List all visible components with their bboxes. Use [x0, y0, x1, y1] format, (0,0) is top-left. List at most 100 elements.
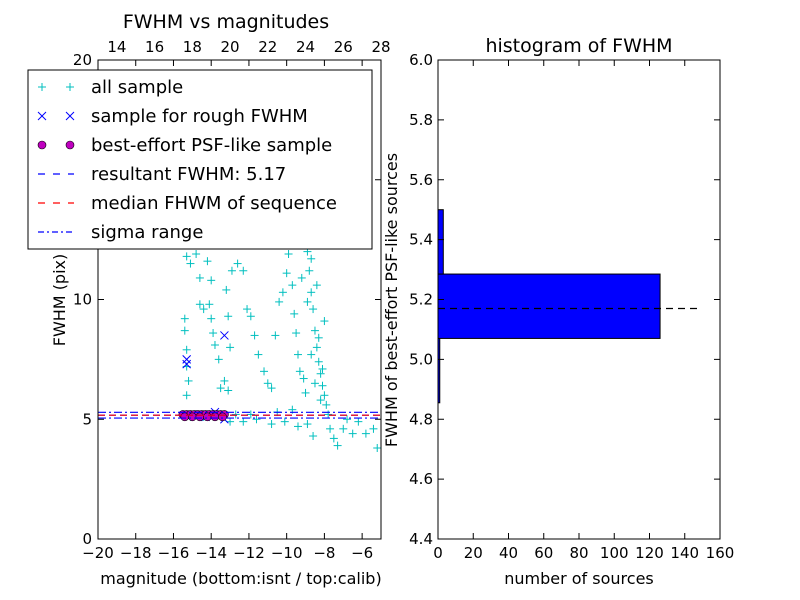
hist-x-tick-label-4: 80 [569, 544, 588, 562]
legend-entry-3-label: resultant FWHM: 5.17 [91, 164, 286, 185]
top-x-tick-label-3: 20 [221, 38, 240, 56]
series-0-point-33 [260, 367, 269, 376]
series-0-point-103 [312, 281, 321, 290]
hist-x-tick-label-0: 0 [433, 544, 443, 562]
series-0-point-21 [220, 376, 229, 385]
top-x-tick-label-1: 16 [145, 38, 164, 56]
series-0-point-79 [361, 429, 370, 438]
series-0-point-50 [307, 288, 316, 297]
legend-entry-1-label: sample for rough FWHM [91, 106, 308, 127]
series-0-point-10 [195, 273, 204, 282]
series-0-point-53 [312, 343, 321, 352]
hist-x-tick-label-2: 40 [499, 544, 518, 562]
series-2-point-14 [195, 412, 205, 422]
legend-entry-1-marker-b-b [65, 111, 75, 121]
hist-x-tick-label-3: 60 [534, 544, 553, 562]
series-0-point-42 [290, 309, 299, 318]
scatter-x-axis-label: magnitude (bottom:isnt / top:calib) [100, 569, 381, 588]
series-0-point-85 [280, 417, 289, 426]
top-x-tick-label-5: 24 [296, 38, 315, 56]
x-tick-label-2: −16 [158, 544, 190, 562]
series-0-point-47 [301, 388, 310, 397]
histogram-marks [437, 209, 698, 404]
series-0-point-29 [243, 305, 252, 314]
series-0-point-86 [267, 420, 276, 429]
series-0-point-15 [199, 305, 208, 314]
series-2-point-16 [210, 412, 220, 422]
series-0-point-82 [309, 432, 318, 441]
x-tick-label-6: −8 [313, 544, 335, 562]
series-0-point-100 [314, 333, 323, 342]
series-0-point-11 [203, 257, 212, 266]
hist-y-tick-label-7: 5.8 [409, 111, 433, 129]
histogram-bar-1 [437, 273, 661, 339]
series-0-point-81 [373, 443, 381, 452]
series-0-point-57 [320, 391, 329, 400]
series-0-point-6 [182, 252, 191, 261]
histogram-bar-2 [437, 209, 444, 275]
series-0-point-40 [284, 249, 293, 258]
scatter-chart: FWHM vs magnitudes −20 −18 −16 −14 −12 −10 −8−… [27, 11, 391, 588]
series-0-point-12 [207, 276, 216, 285]
hist-x-tick-label-8: 160 [706, 544, 735, 562]
series-0-point-32 [254, 350, 263, 359]
series-0-point-23 [226, 343, 235, 352]
series-0-point-28 [239, 266, 248, 275]
hist-y-tick-label-2: 4.8 [409, 410, 433, 428]
series-0-point-54 [314, 357, 323, 366]
histogram-y-axis-label: FWHM of best-effort PSF-like sources [382, 153, 401, 447]
series-0-point-25 [222, 285, 231, 294]
legend-entry-2-marker-a [37, 140, 47, 150]
series-0-point-24 [224, 312, 233, 321]
legend-entry-1-marker-a [37, 111, 47, 121]
series-0-point-51 [309, 305, 318, 314]
legend-entries: all sample sample for rough FWHM best-effo… [37, 77, 337, 243]
histogram-x-axis-label: number of sources [504, 569, 654, 588]
series-0-point-45 [295, 367, 304, 376]
series-0-point-44 [293, 350, 302, 359]
series-0-point-77 [348, 429, 357, 438]
x-tick-label-4: −12 [233, 544, 265, 562]
legend-entry-2-label: best-effort PSF-like sample [91, 135, 332, 156]
series-0-point-31 [250, 331, 259, 340]
histogram-x-ticks: 0 20 40 60 80 100 120 140 160 [433, 60, 734, 562]
series-0-point-74 [333, 441, 342, 450]
series-0-point-9 [192, 249, 201, 258]
series-0-point-27 [233, 259, 242, 268]
series-0-point-8 [186, 259, 195, 268]
series-1-point-2 [220, 331, 229, 340]
series-0-point-96 [316, 396, 325, 405]
scatter-top-x-ticks: 14 16 18 20 22 24 26 28 [107, 38, 390, 56]
series-0-point-19 [214, 355, 223, 364]
legend-entry-0: all sample [38, 77, 183, 98]
series-0-point-73 [329, 434, 338, 443]
series-0-point-92 [231, 410, 240, 419]
series-2-point-13 [188, 412, 197, 422]
series-0-point-83 [303, 420, 312, 429]
hist-y-tick-label-0: 4.4 [409, 530, 433, 548]
series-2-point-17 [218, 412, 227, 422]
series-0-point-93 [246, 410, 255, 419]
series-0-point-58 [322, 400, 331, 409]
series-0-point-46 [299, 374, 308, 383]
series-0-point-20 [216, 384, 225, 393]
series-0-point-1 [180, 326, 189, 335]
series-0-point-55 [316, 369, 325, 378]
x-tick-label-5: −10 [271, 544, 303, 562]
x-tick-label-1: −18 [120, 544, 152, 562]
x-tick-label-7: −6 [351, 544, 373, 562]
series-0-point-22 [224, 386, 233, 395]
series-0-point-18 [210, 341, 219, 350]
scatter-x-ticks: −20 −18 −16 −14 −12 −10 −8 −6 [82, 60, 373, 562]
series-1-point-2-b [220, 331, 229, 340]
legend-entry-3: resultant FWHM: 5.17 [38, 164, 286, 185]
legend-entry-5-label: sigma range [91, 222, 203, 243]
legend-entry-1: sample for rough FWHM [37, 106, 308, 127]
series-0-point-72 [326, 424, 335, 433]
series-0-point-30 [246, 312, 255, 321]
series-2-point-12 [180, 412, 190, 422]
legend-entry-1-marker-a-b [37, 111, 47, 121]
series-0-point-39 [282, 269, 291, 278]
series-0-point-14 [205, 300, 214, 309]
